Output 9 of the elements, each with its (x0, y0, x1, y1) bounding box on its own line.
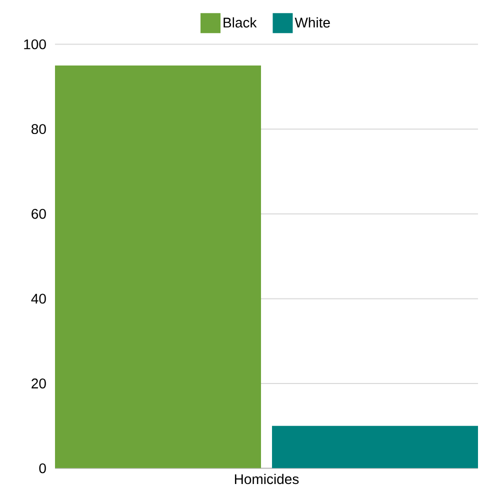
x-tick-label: Homicides (234, 474, 299, 484)
legend-label: Black (224, 17, 257, 28)
y-tick-label: 40 (31, 294, 46, 304)
y-tick-label: 20 (32, 378, 46, 388)
y-tick-label: 80 (32, 124, 46, 134)
y-tick-label: 0 (39, 463, 46, 474)
y-tick-label: 100 (24, 39, 46, 50)
legend-label: White (294, 17, 330, 28)
y-tick-label: 60 (32, 208, 46, 219)
